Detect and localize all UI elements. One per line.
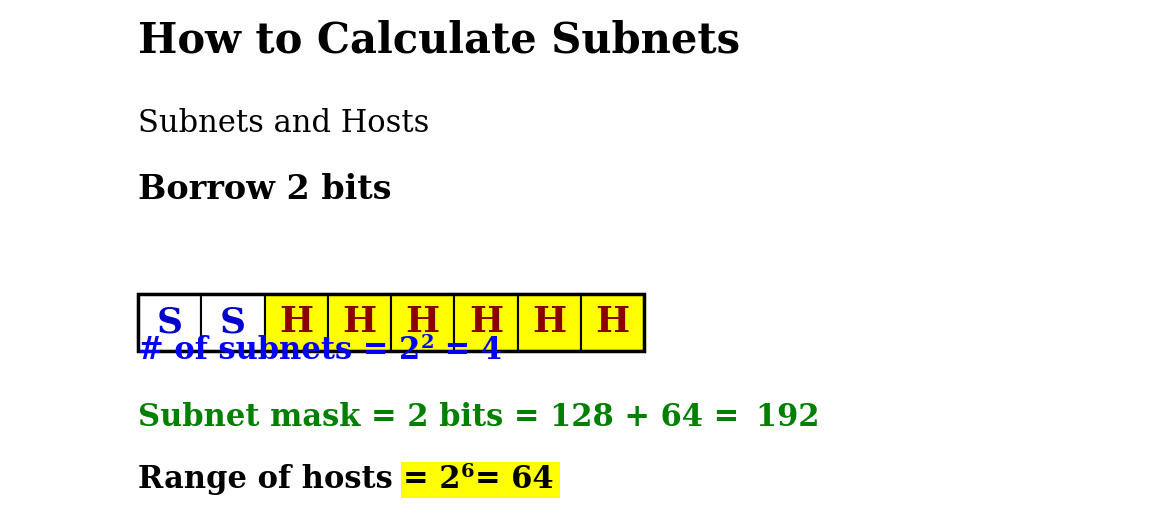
Text: = 64: = 64 [475, 464, 553, 495]
Text: = 2: = 2 [404, 464, 461, 495]
Text: 2: 2 [420, 334, 434, 352]
FancyBboxPatch shape [328, 294, 391, 351]
FancyBboxPatch shape [138, 294, 201, 351]
Text: # of subnets = 2: # of subnets = 2 [138, 335, 420, 366]
Text: Subnet mask = 2 bits = 128 + 64 =  192: Subnet mask = 2 bits = 128 + 64 = 192 [138, 402, 820, 433]
Text: 6: 6 [461, 463, 475, 481]
Text: H: H [532, 305, 566, 340]
Text: S: S [156, 305, 183, 340]
FancyBboxPatch shape [518, 294, 581, 351]
FancyBboxPatch shape [454, 294, 518, 351]
Text: H: H [279, 305, 313, 340]
Text: Range of hosts: Range of hosts [138, 464, 404, 495]
Text: = 4: = 4 [434, 335, 501, 366]
FancyBboxPatch shape [391, 294, 454, 351]
Text: Borrow 2 bits: Borrow 2 bits [138, 173, 391, 206]
Text: Subnets and Hosts: Subnets and Hosts [138, 108, 429, 139]
Bar [401, 462, 560, 498]
FancyBboxPatch shape [264, 294, 328, 351]
FancyBboxPatch shape [581, 294, 644, 351]
Text: S: S [220, 305, 246, 340]
FancyBboxPatch shape [201, 294, 264, 351]
Text: H: H [406, 305, 439, 340]
Text: H: H [343, 305, 376, 340]
Text: H: H [469, 305, 503, 340]
Text: H: H [596, 305, 629, 340]
Text: How to Calculate Subnets: How to Calculate Subnets [138, 20, 741, 62]
